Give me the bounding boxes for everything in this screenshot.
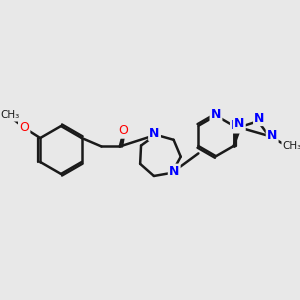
Text: CH₃: CH₃ (283, 141, 300, 151)
Text: N: N (267, 129, 277, 142)
Text: N: N (234, 117, 244, 130)
Text: N: N (149, 127, 160, 140)
Text: O: O (19, 121, 29, 134)
Text: N: N (254, 112, 265, 125)
Text: N: N (231, 119, 242, 132)
Text: O: O (118, 124, 128, 137)
Text: N: N (169, 165, 179, 178)
Text: CH₃: CH₃ (0, 110, 20, 121)
Text: N: N (211, 108, 221, 121)
